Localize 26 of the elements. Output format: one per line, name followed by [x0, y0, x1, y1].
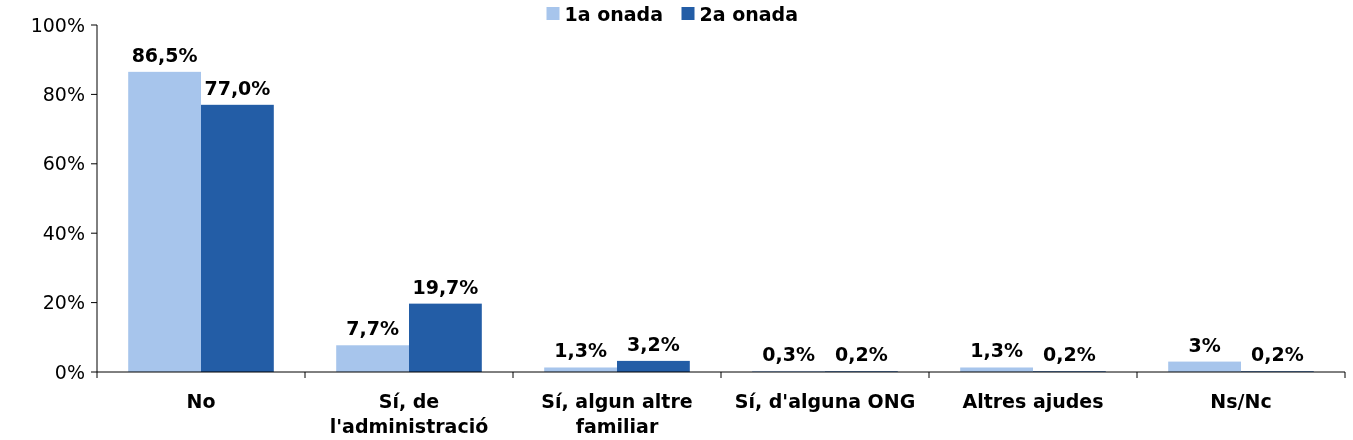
- data-label: 3%: [1188, 333, 1221, 356]
- x-tick-label: Sí, de l'administració: [329, 390, 489, 437]
- data-label: 19,7%: [412, 275, 479, 298]
- data-label: 1,3%: [970, 339, 1023, 362]
- x-tick-label: Altres ajudes: [962, 390, 1104, 412]
- data-label: 0,2%: [835, 343, 888, 366]
- x-tick-label: No: [186, 390, 216, 412]
- legend-label: 1a onada: [564, 2, 663, 25]
- data-label: 0,3%: [762, 342, 815, 365]
- y-tick-label: 0%: [54, 360, 85, 383]
- y-tick-label: 100%: [30, 13, 85, 36]
- x-tick-label: Ns/Nc: [1210, 390, 1272, 412]
- x-tick-label: Sí, algun altre familiar: [541, 390, 693, 437]
- x-tick-label: Sí, d'alguna ONG: [734, 390, 916, 412]
- data-label: 0,2%: [1043, 343, 1096, 366]
- y-tick-label: 20%: [42, 291, 85, 314]
- data-label: 86,5%: [131, 43, 198, 66]
- data-label: 7,7%: [346, 317, 399, 340]
- data-label: 0,2%: [1251, 343, 1304, 366]
- legend-label: 2a onada: [699, 2, 798, 25]
- data-label: 1,3%: [554, 339, 607, 362]
- y-tick-label: 60%: [42, 152, 85, 175]
- data-label: 77,0%: [204, 76, 271, 99]
- y-tick-label: 80%: [42, 83, 85, 106]
- y-tick-label: 40%: [42, 221, 85, 244]
- data-label: 3,2%: [627, 332, 680, 355]
